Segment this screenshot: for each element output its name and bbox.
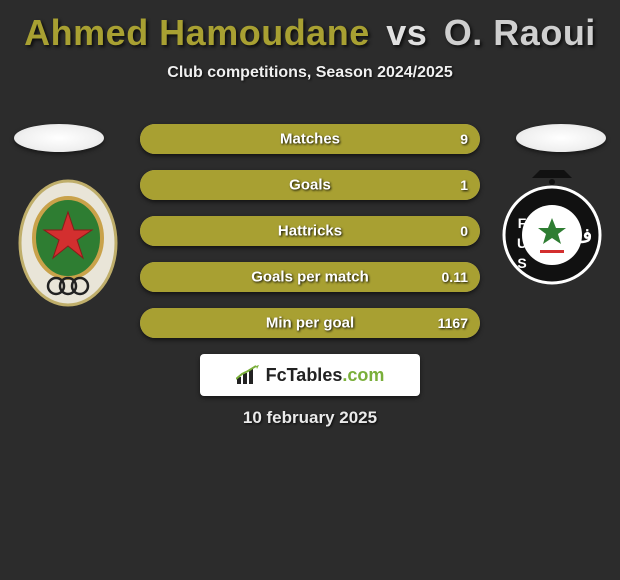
- vs-text: vs: [386, 12, 427, 53]
- svg-text:U: U: [517, 235, 527, 251]
- stat-bar: Hattricks 0: [140, 216, 480, 246]
- subtitle: Club competitions, Season 2024/2025: [0, 64, 620, 82]
- player1-name: Ahmed Hamoudane: [24, 12, 370, 53]
- bar-label: Min per goal: [266, 315, 354, 332]
- flag-right: [516, 124, 606, 152]
- svg-text:F: F: [518, 215, 527, 231]
- bar-label: Matches: [280, 131, 340, 148]
- bar-value-right: 9: [460, 131, 468, 147]
- stat-bars: Matches 9 Goals 1 Hattricks 0 Goals per match 0…: [140, 124, 480, 354]
- svg-text:S: S: [517, 255, 526, 271]
- bar-value-right: 0.11: [442, 269, 468, 285]
- stat-bar: Matches 9: [140, 124, 480, 154]
- branding-badge: FcTables.com: [200, 354, 420, 396]
- svg-text:ف: ف: [572, 225, 593, 247]
- bar-value-right: 1: [460, 177, 468, 193]
- branding-pre: FcTables: [266, 365, 343, 385]
- title: Ahmed Hamoudane vs O. Raoui: [0, 0, 620, 54]
- branding-text: FcTables.com: [266, 365, 385, 386]
- stat-bar: Goals per match 0.11: [140, 262, 480, 292]
- crest-right: F U S ف: [502, 170, 602, 290]
- stat-bar: Min per goal 1167: [140, 308, 480, 338]
- bar-value-right: 0: [460, 223, 468, 239]
- date-text: 10 february 2025: [0, 408, 620, 428]
- crest-left: [18, 178, 118, 308]
- bar-label: Goals: [289, 177, 331, 194]
- bar-label: Hattricks: [278, 223, 342, 240]
- player2-name: O. Raoui: [444, 12, 596, 53]
- flag-left: [14, 124, 104, 152]
- branding-post: .com: [342, 365, 384, 385]
- bar-value-right: 1167: [438, 315, 468, 331]
- chart-icon: [236, 365, 260, 385]
- stat-bar: Goals 1: [140, 170, 480, 200]
- bar-label: Goals per match: [251, 269, 369, 286]
